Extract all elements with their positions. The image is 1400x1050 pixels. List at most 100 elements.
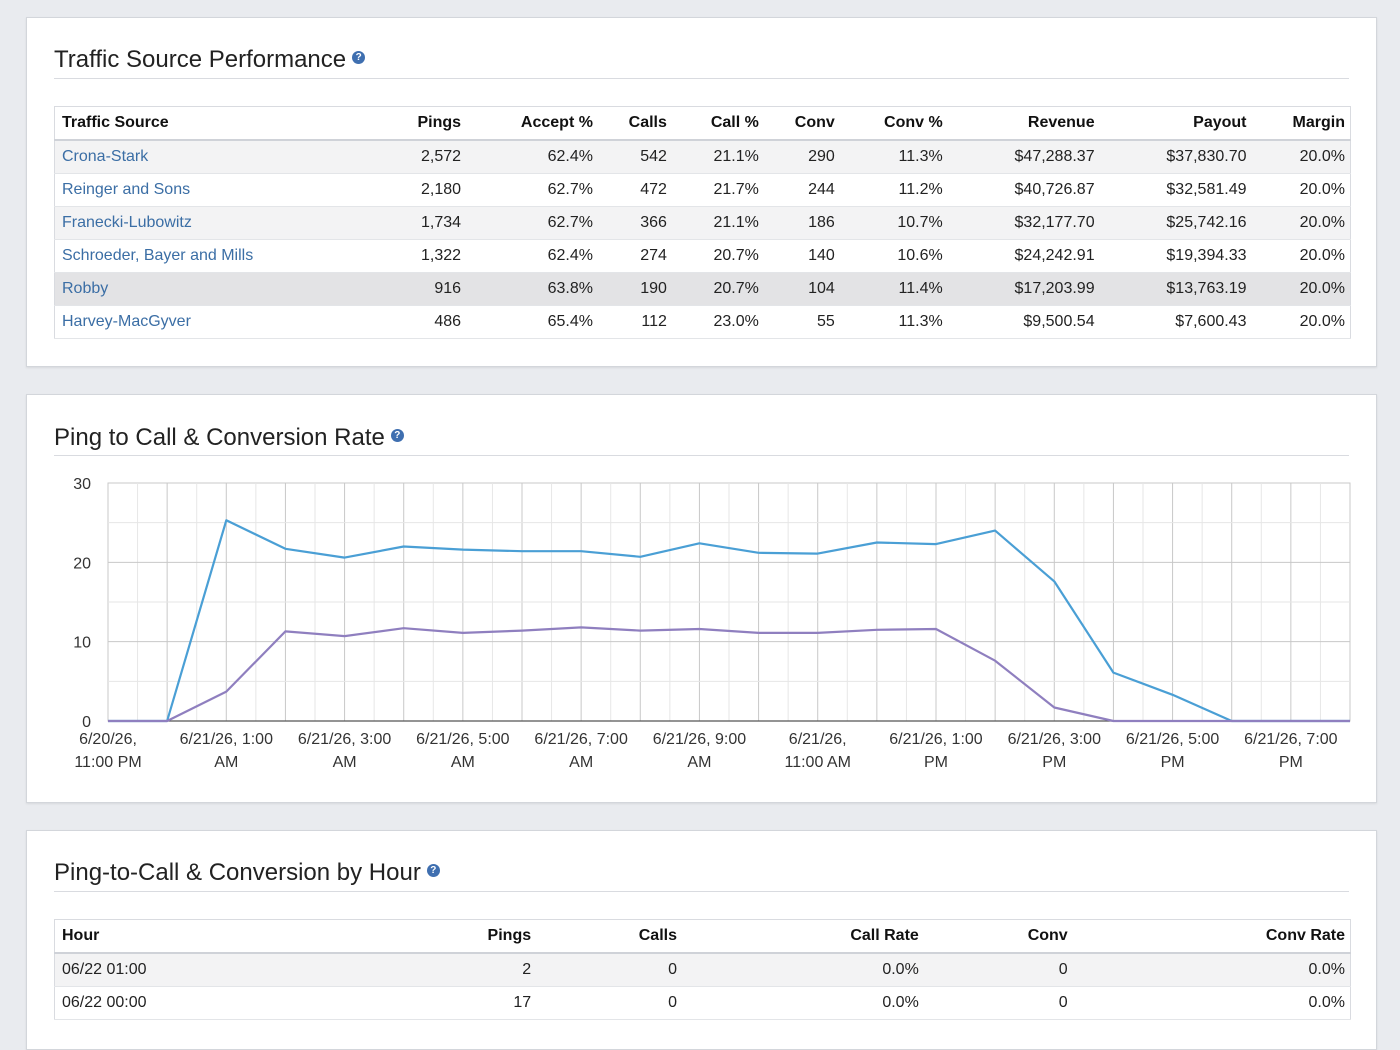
table-cell: 0.0%	[682, 953, 924, 987]
table-row[interactable]: Crona-Stark 2,572 62.4% 542 21.1% 290 11.3% $47…	[54, 140, 1351, 174]
table-cell: 274	[597, 239, 672, 273]
table-cell: 10.7%	[839, 206, 948, 240]
table-cell: 186	[763, 206, 840, 240]
traffic-source-cell[interactable]: Robby	[54, 272, 355, 306]
table-cell: 62.4%	[466, 140, 598, 174]
table-cell: $37,830.70	[1099, 140, 1252, 174]
table-cell: 62.4%	[466, 239, 598, 273]
table-cell: 290	[763, 140, 840, 174]
traffic-source-cell[interactable]: Crona-Stark	[54, 140, 355, 174]
table-cell: 20.0%	[1251, 272, 1351, 306]
traffic-source-link[interactable]: Robby	[62, 280, 109, 297]
table-row[interactable]: Harvey-MacGyver 486 65.4% 112 23.0% 55 11.3% $9…	[54, 305, 1351, 339]
table-cell: 20.7%	[671, 272, 764, 306]
col-header[interactable]: Hour	[54, 919, 385, 954]
x-tick-label: 6/21/26, 3:00	[1008, 731, 1102, 748]
traffic-source-cell[interactable]: Harvey-MacGyver	[54, 305, 355, 339]
x-tick-label: 6/21/26, 3:00	[298, 731, 392, 748]
table-cell: 1,322	[354, 239, 467, 273]
table-cell: 366	[597, 206, 672, 240]
traffic-source-cell[interactable]: Reinger and Sons	[54, 173, 355, 207]
traffic-source-link[interactable]: Harvey-MacGyver	[62, 313, 191, 330]
traffic-source-link[interactable]: Reinger and Sons	[62, 181, 191, 198]
x-tick-label: 11:00 PM	[74, 754, 141, 771]
table-row[interactable]: Schroeder, Bayer and Mills 1,322 62.4% 274 2…	[54, 239, 1351, 273]
x-tick-label: PM	[1161, 754, 1185, 771]
table-cell: $32,177.70	[947, 206, 1100, 240]
traffic-source-table: Traffic Source Pings Accept % Calls Call…	[54, 106, 1351, 339]
chart-panel: Ping to Call & Conversion Rate? 0 10 20 30 6…	[26, 394, 1377, 803]
table-cell: $40,726.87	[947, 173, 1100, 207]
col-header[interactable]: Calls	[536, 919, 682, 954]
table-row[interactable]: Reinger and Sons 2,180 62.7% 472 21.7% 244 11.…	[54, 173, 1351, 207]
table-cell: 0.0%	[1072, 953, 1351, 987]
table-cell: 0.0%	[682, 986, 924, 1020]
col-header[interactable]: Conv Rate	[1072, 919, 1351, 954]
question-circle-icon[interactable]: ?	[390, 429, 404, 442]
x-tick-label: AM	[333, 754, 357, 771]
col-header[interactable]: Pings	[354, 106, 467, 141]
col-header[interactable]: Traffic Source	[54, 106, 355, 141]
x-tick-label: 6/21/26, 5:00	[416, 731, 510, 748]
table-cell: 21.1%	[671, 140, 764, 174]
table-cell: 112	[597, 305, 672, 339]
col-header[interactable]: Calls	[597, 106, 672, 141]
col-header[interactable]: Call Rate	[682, 919, 924, 954]
col-header[interactable]: Conv %	[839, 106, 948, 141]
table-cell: 11.3%	[839, 305, 948, 339]
table-cell: $32,581.49	[1099, 173, 1252, 207]
table-cell: 17	[384, 986, 537, 1020]
table-cell: 63.8%	[466, 272, 598, 306]
table-cell: 62.7%	[466, 173, 598, 207]
traffic-source-link[interactable]: Schroeder, Bayer and Mills	[62, 247, 254, 264]
col-header[interactable]: Conv	[923, 919, 1073, 954]
line-chart[interactable]: 0 10 20 30 6/20/26, 11:00 PM 6/21/26, 1:00 AM 6/…	[27, 395, 1376, 802]
col-header[interactable]: Pings	[384, 919, 537, 954]
table-cell: 65.4%	[466, 305, 598, 339]
table-cell: 2,180	[354, 173, 467, 207]
table-cell: 11.4%	[839, 272, 948, 306]
x-tick-label: 6/20/26,	[79, 731, 137, 748]
table-cell: 542	[597, 140, 672, 174]
table-cell: 11.2%	[839, 173, 948, 207]
x-tick-label: AM	[687, 754, 711, 771]
col-header[interactable]: Call %	[671, 106, 764, 141]
question-circle-icon[interactable]: ?	[426, 864, 440, 877]
x-tick-label: AM	[214, 754, 238, 771]
y-tick-label: 0	[82, 714, 91, 731]
col-header[interactable]: Conv	[763, 106, 840, 141]
table-cell: 20.0%	[1251, 173, 1351, 207]
x-tick-label: 11:00 AM	[785, 754, 851, 771]
series-line-2	[108, 626, 1350, 723]
table-cell: 244	[763, 173, 840, 207]
table-cell: 140	[763, 239, 840, 273]
panel-title-text: Traffic Source Performance	[54, 46, 347, 73]
traffic-source-cell[interactable]: Franecki-Lubowitz	[54, 206, 355, 240]
x-tick-label: PM	[1042, 754, 1066, 771]
table-cell: 2,572	[354, 140, 467, 174]
col-header[interactable]: Margin	[1251, 106, 1351, 141]
table-cell: 472	[597, 173, 672, 207]
table-row[interactable]: Robby 916 63.8% 190 20.7% 104 11.4% $17,203.99 $…	[54, 272, 1351, 306]
table-cell: 190	[597, 272, 672, 306]
table-cell: 11.3%	[839, 140, 948, 174]
x-tick-label: PM	[1279, 754, 1303, 771]
table-cell: $25,742.16	[1099, 206, 1252, 240]
question-circle-icon[interactable]: ?	[352, 51, 366, 64]
traffic-source-cell[interactable]: Schroeder, Bayer and Mills	[54, 239, 355, 273]
table-cell: 2	[384, 953, 537, 987]
table-row[interactable]: Franecki-Lubowitz 1,734 62.7% 366 21.1% 186 10…	[54, 206, 1351, 240]
traffic-source-link[interactable]: Crona-Stark	[62, 148, 149, 165]
table-cell: $13,763.19	[1099, 272, 1252, 306]
table-cell: 23.0%	[671, 305, 764, 339]
table-cell: 20.0%	[1251, 305, 1351, 339]
col-header[interactable]: Payout	[1099, 106, 1252, 141]
chart-title: Ping to Call & Conversion Rate?	[54, 424, 1349, 456]
col-header[interactable]: Revenue	[947, 106, 1100, 141]
table-cell: $7,600.43	[1099, 305, 1252, 339]
traffic-source-link[interactable]: Franecki-Lubowitz	[62, 214, 192, 231]
col-header[interactable]: Accept %	[466, 106, 598, 141]
table-cell: $47,288.37	[947, 140, 1100, 174]
y-tick-label: 10	[73, 635, 91, 652]
y-tick-label: 20	[73, 555, 91, 572]
